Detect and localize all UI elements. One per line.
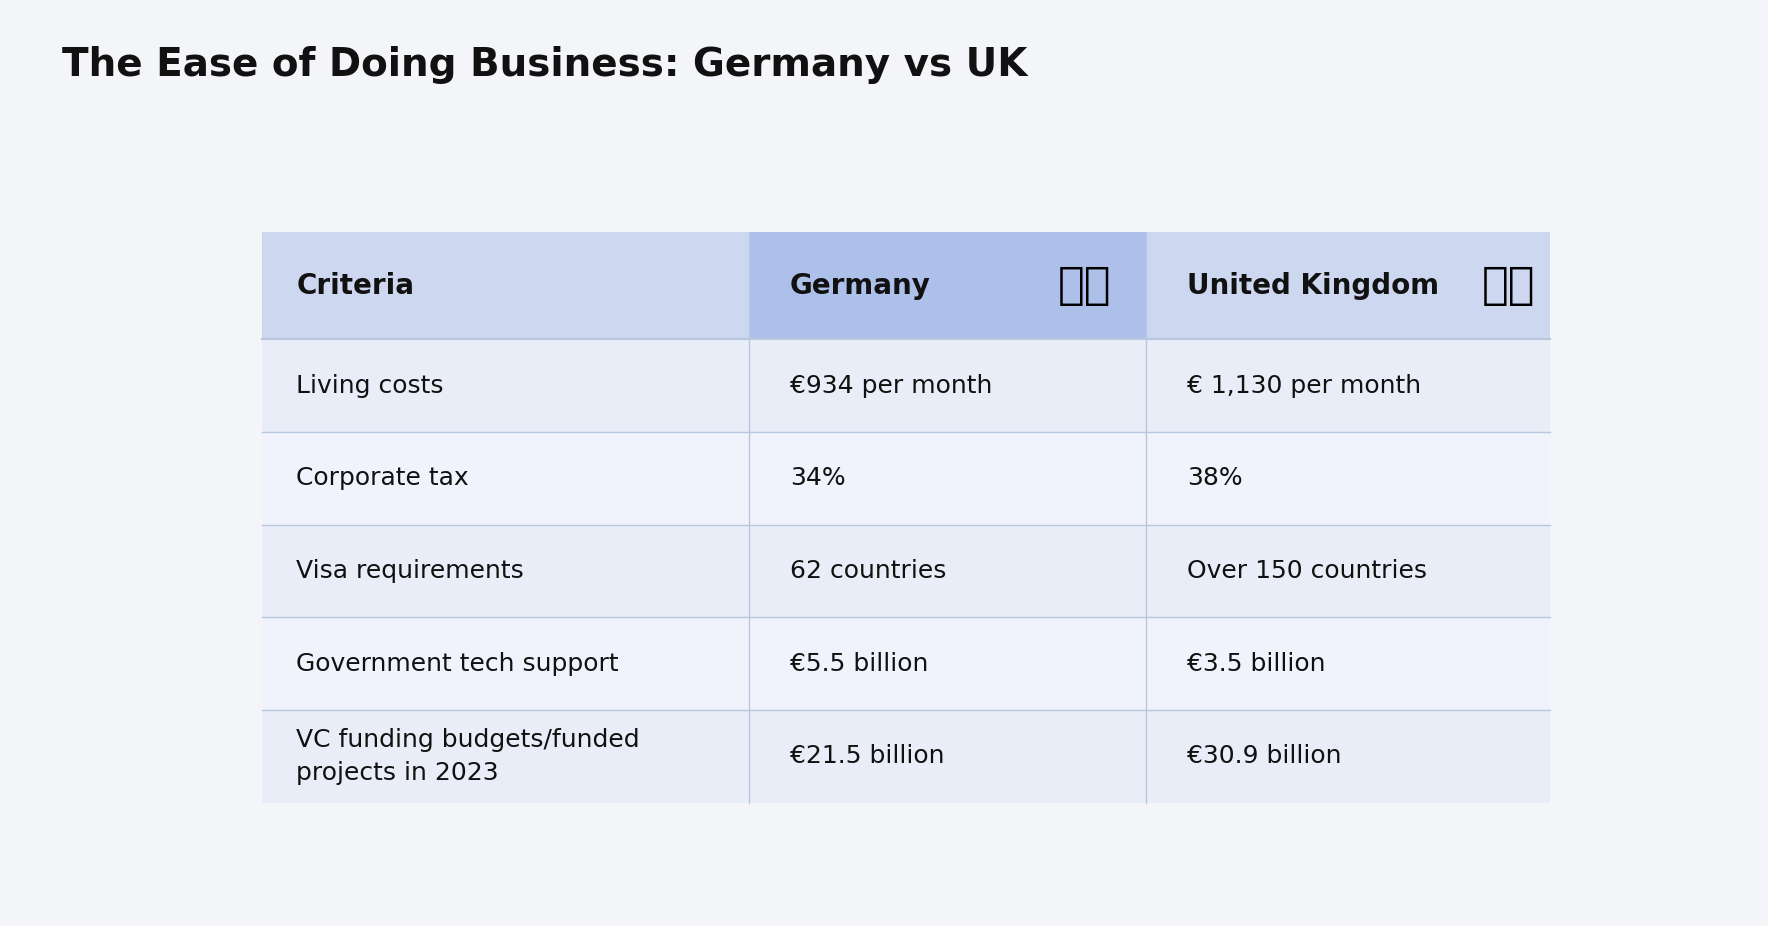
Text: The Ease of Doing Business: Germany vs UK: The Ease of Doing Business: Germany vs U… <box>62 46 1027 84</box>
Text: 🇬🇧: 🇬🇧 <box>1482 264 1536 307</box>
Bar <box>748 339 1146 432</box>
Text: Corporate tax: Corporate tax <box>297 467 469 491</box>
Bar <box>1146 432 1551 525</box>
Bar <box>262 232 1551 803</box>
Bar <box>1146 710 1551 803</box>
Text: Germany: Germany <box>790 272 930 300</box>
Bar <box>262 232 748 339</box>
Bar <box>262 525 748 618</box>
Text: Criteria: Criteria <box>297 272 414 300</box>
Bar <box>262 432 748 525</box>
Text: 🇩🇪: 🇩🇪 <box>1057 264 1110 307</box>
Text: €21.5 billion: €21.5 billion <box>790 745 944 769</box>
Bar <box>262 339 748 432</box>
Bar <box>748 432 1146 525</box>
Text: Living costs: Living costs <box>297 373 444 397</box>
Text: Over 150 countries: Over 150 countries <box>1186 559 1427 583</box>
Bar <box>748 618 1146 710</box>
Text: VC funding budgets/funded
projects in 2023: VC funding budgets/funded projects in 20… <box>297 728 640 785</box>
Text: €5.5 billion: €5.5 billion <box>790 652 928 676</box>
Text: Visa requirements: Visa requirements <box>297 559 523 583</box>
Bar <box>1146 232 1551 339</box>
Bar <box>262 710 748 803</box>
Bar <box>748 525 1146 618</box>
Text: 34%: 34% <box>790 467 845 491</box>
Text: Government tech support: Government tech support <box>297 652 619 676</box>
Bar <box>1146 339 1551 432</box>
Text: United Kingdom: United Kingdom <box>1186 272 1439 300</box>
Text: 62 countries: 62 countries <box>790 559 946 583</box>
Text: 38%: 38% <box>1186 467 1243 491</box>
Bar <box>748 232 1146 339</box>
Text: €934 per month: €934 per month <box>790 373 992 397</box>
Bar <box>262 618 748 710</box>
Text: €3.5 billion: €3.5 billion <box>1186 652 1326 676</box>
Bar <box>748 710 1146 803</box>
Text: €30.9 billion: €30.9 billion <box>1186 745 1342 769</box>
Bar <box>1146 525 1551 618</box>
Text: € 1,130 per month: € 1,130 per month <box>1186 373 1421 397</box>
Bar <box>1146 618 1551 710</box>
